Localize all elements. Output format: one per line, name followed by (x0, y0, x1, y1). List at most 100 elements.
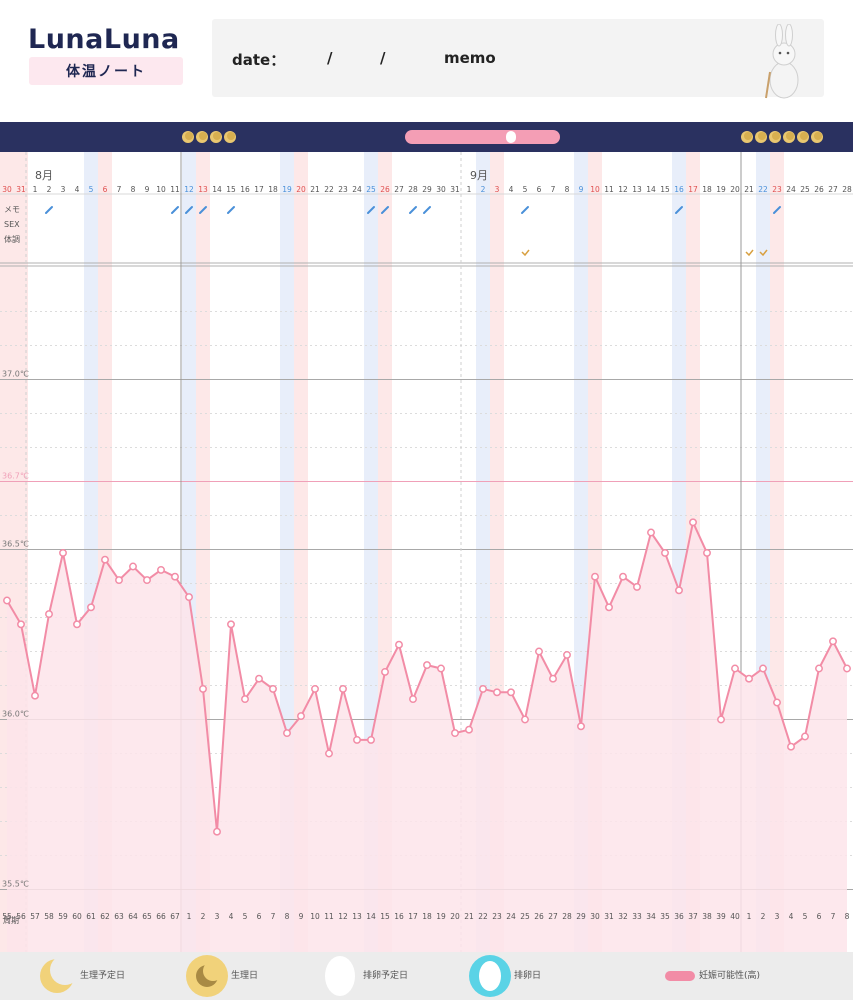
cycle-day-label: 11 (324, 912, 334, 921)
date-label: 26 (814, 185, 824, 194)
temperature-point (451, 729, 459, 738)
date-label: 12 (618, 185, 628, 194)
temperature-point (157, 565, 165, 574)
date-label: 23 (338, 185, 348, 194)
cycle-day-label: 37 (688, 912, 698, 921)
cycle-day-label: 2 (201, 912, 206, 921)
date-label: 25 (366, 185, 376, 194)
cycle-day-label: 15 (380, 912, 390, 921)
date-label: 1 (467, 185, 472, 194)
legend-label: 生理予定日 (80, 971, 126, 981)
cycle-day-label: 5 (243, 912, 248, 921)
temperature-point (675, 586, 683, 595)
moon-icon (769, 131, 781, 143)
y-tick-label: 36.7℃ (2, 472, 29, 481)
date-label: 8 (565, 185, 570, 194)
temperature-point (213, 827, 221, 836)
date-label: 19 (716, 185, 726, 194)
cycle-day-label: 12 (338, 912, 348, 921)
temperature-point (801, 732, 809, 741)
temperature-point (73, 620, 81, 629)
cycle-day-label: 34 (646, 912, 656, 921)
moon-icon (224, 131, 236, 143)
temperature-point (437, 664, 445, 673)
date-label: 6 (103, 185, 108, 194)
date-label: 2 (47, 185, 52, 194)
temperature-point (311, 684, 319, 693)
cycle-day-label: 58 (44, 912, 54, 921)
moon-icon (755, 131, 767, 143)
y-tick-label: 37.0℃ (2, 370, 29, 379)
date-label: 10 (590, 185, 600, 194)
cycle-day-label: 8 (845, 912, 850, 921)
date-label: 27 (828, 185, 838, 194)
temperature-point (59, 548, 67, 557)
temperature-point (255, 674, 263, 683)
slider-thumb[interactable] (506, 131, 516, 143)
date-label: 3 (495, 185, 500, 194)
memo-pen-icon (423, 206, 431, 214)
date-label: 13 (198, 185, 208, 194)
moon-icon (210, 131, 222, 143)
date-label: 12 (184, 185, 194, 194)
temperature-point (17, 620, 25, 629)
temperature-point (143, 576, 151, 585)
cycle-day-label: 17 (408, 912, 418, 921)
cycle-day-label: 3 (215, 912, 220, 921)
date-label: 14 (646, 185, 656, 194)
cycle-day-label: 30 (590, 912, 600, 921)
temperature-point (577, 722, 585, 731)
date-label: date： (232, 51, 286, 69)
temperature-point (745, 674, 753, 683)
temperature-point (731, 664, 739, 673)
cycle-day-label: 62 (100, 912, 110, 921)
date-label: 16 (240, 185, 250, 194)
date-memo-box[interactable]: date： / / memo (212, 19, 824, 97)
period-slider[interactable] (405, 130, 560, 144)
cycle-day-label: 61 (86, 912, 96, 921)
cycle-day-label: 65 (142, 912, 152, 921)
date-label: 30 (436, 185, 446, 194)
row-label: メモ (4, 205, 20, 214)
temperature-point (171, 572, 179, 581)
check-icon (521, 249, 530, 257)
memo-pen-icon (773, 206, 781, 214)
temperature-point (773, 698, 781, 707)
cycle-day-label: 35 (660, 912, 670, 921)
temperature-point (507, 688, 515, 697)
date-label: 9 (145, 185, 150, 194)
cycle-day-label: 9 (299, 912, 304, 921)
cycle-day-label: 6 (257, 912, 262, 921)
temperature-point (241, 695, 249, 704)
temperature-point (381, 667, 389, 676)
temperature-point (843, 664, 851, 673)
date-label: 16 (674, 185, 684, 194)
legend: 生理予定日 生理日 排卵予定日 排卵日 妊娠可能性(高) (0, 952, 853, 1000)
temperature-point (717, 715, 725, 724)
date-label: 29 (422, 185, 432, 194)
date-label: 25 (800, 185, 810, 194)
memo-pen-icon (45, 206, 53, 214)
date-label: 31 (450, 185, 460, 194)
date-label: 4 (509, 185, 514, 194)
temperature-point (633, 582, 641, 591)
y-tick-label: 36.5℃ (2, 540, 29, 549)
date-label: 24 (786, 185, 796, 194)
cycle-day-label: 5 (803, 912, 808, 921)
cycle-day-label: 14 (366, 912, 376, 921)
cycle-day-label: 36 (674, 912, 684, 921)
temperature-point (661, 548, 669, 557)
date-label: 8 (131, 185, 136, 194)
cycle-day-label: 60 (72, 912, 82, 921)
temperature-point (829, 637, 837, 646)
date-label: 17 (688, 185, 698, 194)
temperature-area (7, 522, 847, 952)
moon-filled-icon (186, 955, 228, 997)
rabbit-mascot-icon (765, 24, 799, 99)
cycle-day-label: 38 (702, 912, 712, 921)
temperature-point (185, 593, 193, 602)
date-label: 17 (254, 185, 264, 194)
memo-pen-icon (199, 206, 207, 214)
temperature-point (493, 688, 501, 697)
temperature-point (395, 640, 403, 649)
